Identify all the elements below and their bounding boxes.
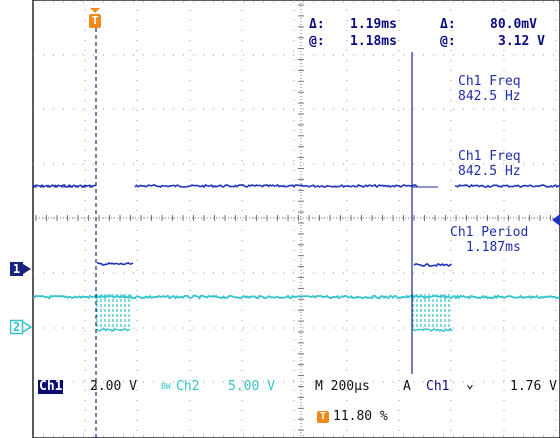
ch1-badge[interactable]: Ch1	[38, 379, 64, 394]
volt-delta-value: 80.0mV	[490, 17, 537, 32]
ch1-trace-low-segment	[413, 262, 452, 267]
ch1-ground-marker[interactable]: 1	[10, 261, 32, 277]
ch2-burst-low-segment	[412, 327, 453, 333]
trigger-level-marker	[552, 214, 560, 226]
trigger-position-icon	[89, 8, 101, 28]
ch1-scale: 2.00 V	[90, 379, 137, 394]
measurement-1-name: Ch1 Freq	[458, 74, 521, 89]
waveforms	[32, 183, 560, 333]
ch1-trace-low-segment	[96, 262, 134, 266]
ch2-marker-label: 2	[12, 320, 21, 334]
time-at-label: @:	[309, 34, 325, 49]
ch1-marker-label: 1	[12, 262, 21, 276]
volt-at-value: 3.12 V	[498, 34, 545, 49]
timebase[interactable]: M 200μs	[315, 379, 370, 394]
ch1-trace-segment	[134, 183, 418, 189]
trigger-source[interactable]: Ch1	[426, 379, 450, 394]
trigger-position-label: T	[91, 14, 99, 27]
ch2-label[interactable]: Ch2	[176, 379, 200, 394]
measurement-1-value: 842.5 Hz	[458, 89, 521, 104]
ch2-bandwidth-limit: BW	[161, 382, 171, 391]
trigger-position-marker[interactable]: T	[88, 7, 102, 31]
volt-at-label: @:	[440, 34, 456, 49]
volt-delta-label: Δ:	[440, 17, 456, 32]
grid-lines	[33, 0, 560, 438]
ch2-marker-arrow-icon	[10, 319, 32, 335]
trigger-icon-label: T	[319, 411, 327, 422]
time-delta-label: Δ:	[309, 17, 325, 32]
time-at-value: 1.18ms	[350, 34, 397, 49]
measurement-2-value: 842.5 Hz	[458, 164, 521, 179]
trigger-level[interactable]: 1.76 V	[510, 379, 557, 394]
measurement-2-name: Ch1 Freq	[458, 149, 521, 164]
ch2-ground-marker[interactable]: 2	[10, 319, 32, 335]
trigger-slope-icon: ⌄	[466, 377, 474, 392]
cursors	[33, 28, 560, 438]
ch2-scale: 5.00 V	[228, 379, 275, 394]
ch2-burst-low-segment	[96, 327, 131, 332]
trigger-icon	[317, 411, 329, 423]
time-delta-value: 1.19ms	[350, 17, 397, 32]
ch1-trace-segment	[454, 183, 560, 189]
ch1-marker-arrow-icon	[10, 262, 31, 276]
measurement-3-name: Ch1 Period	[450, 225, 529, 240]
measurement-3-value: 1.187ms	[466, 240, 521, 255]
trigger-mode: A	[403, 379, 411, 394]
trigger-position-value: 11.80 %	[333, 409, 388, 424]
